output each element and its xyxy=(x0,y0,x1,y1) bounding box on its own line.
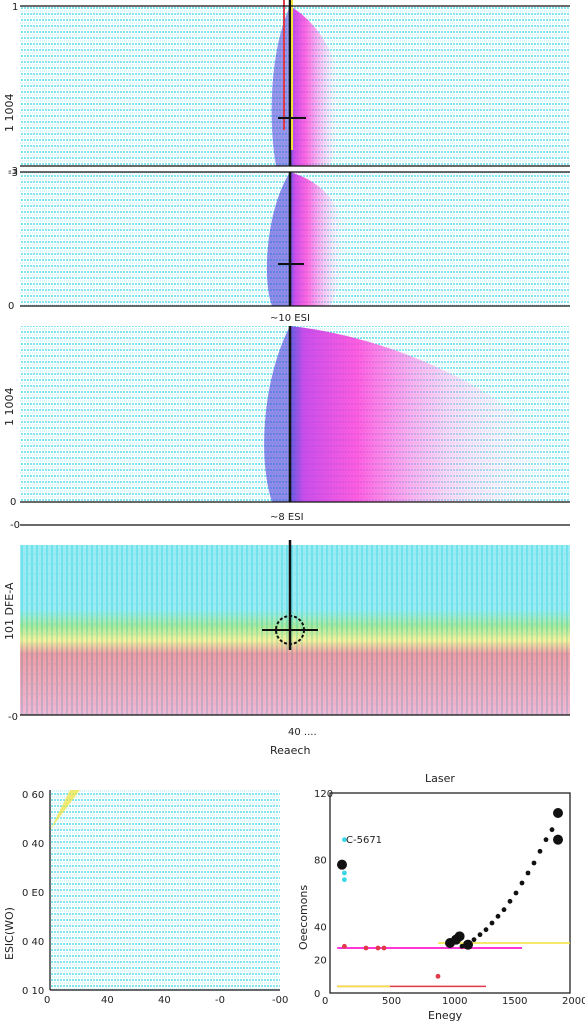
scatter-points xyxy=(337,808,563,979)
panel-5-yticks: 0 60 0 40 0 E0 0 40 0 10 xyxy=(22,790,44,997)
scatter-highlight-black xyxy=(553,834,563,845)
panel-4: -0 -0 101 DFE-A 40 .... Reaech xyxy=(3,520,570,757)
panel-3-edge xyxy=(264,326,290,502)
panel-4-ytick-0: -0 xyxy=(10,520,20,531)
scatter-xtick: 0 xyxy=(322,996,328,1007)
panel-2-ytick-0: -3 xyxy=(8,168,18,179)
panel-2-edge xyxy=(266,172,290,306)
panel-2-ytick-1: 0 xyxy=(8,301,14,312)
scatter-highlight-black xyxy=(454,931,465,942)
scatter-xticks: 0 500 1000 1500 2000 xyxy=(322,996,585,1007)
scatter-point-black xyxy=(489,920,495,926)
scatter-point-black xyxy=(513,890,519,896)
panel-5-ytick: 0 60 xyxy=(22,790,44,801)
scatter-point-cyan xyxy=(342,870,347,876)
scatter-xtick: 1500 xyxy=(502,996,527,1007)
scatter-highlight-black xyxy=(337,859,347,870)
scatter-highlight-black xyxy=(463,939,473,950)
scatter-point-black xyxy=(495,913,501,919)
panel-5-corner xyxy=(50,790,80,830)
panel-1-ytick-0: 1 xyxy=(12,2,18,13)
panel-5-xtick: 0 xyxy=(44,995,50,1006)
scatter-point-black xyxy=(519,880,525,886)
panel-5-ylabel: ESIC(WO) xyxy=(3,907,16,960)
panel-4-ylabel: 101 DFE-A xyxy=(3,582,16,640)
scatter-point-red xyxy=(435,973,441,979)
scatter-ytick: 40 xyxy=(314,922,327,933)
panel-4-xtick: 40 .... xyxy=(288,727,317,738)
scatter-ytick: 80 xyxy=(314,856,327,867)
scatter-ytick: 20 xyxy=(314,956,327,967)
scatter-ytick: 0 xyxy=(314,989,320,1000)
scatter-point-black xyxy=(531,860,537,866)
scatter-point-black xyxy=(483,927,489,933)
scatter-plot-area xyxy=(329,792,571,994)
panel-5-ytick: 0 40 xyxy=(22,937,44,948)
panel-5-band xyxy=(50,790,280,990)
panel-3-ytick-0: 0 xyxy=(10,497,16,508)
panel-5-xtick: -0 xyxy=(215,995,225,1006)
scatter-point-cyan xyxy=(342,877,347,883)
panel-5: 0 60 0 40 0 E0 0 40 0 10 0 40 40 -0 -00 ESIC(WO) xyxy=(3,790,288,1006)
panel-3-plume xyxy=(290,326,560,502)
panel-4-xlabel: Reaech xyxy=(270,744,310,757)
panel-5-xtick: -00 xyxy=(272,995,288,1006)
scatter-point-red xyxy=(363,945,369,951)
panel-1-ylabel: 1 1004 xyxy=(3,94,16,133)
scatter-point-red xyxy=(342,943,347,949)
panel-5-ytick: 0 40 xyxy=(22,839,44,850)
panel-1: 1 -3 1 1004 xyxy=(3,0,570,177)
scatter-point-black xyxy=(549,827,555,833)
scatter-point-black xyxy=(543,837,549,843)
panel-1-ytick-1: -3 xyxy=(8,166,18,177)
panel-2-annotation: ~10 ESI xyxy=(270,313,310,324)
scatter-ylabel: Oeecomons xyxy=(297,885,310,950)
scatter-point-black xyxy=(537,848,543,854)
scatter-xlabel: Enegy xyxy=(428,1009,463,1022)
scatter-point-black xyxy=(471,937,477,943)
scatter-highlight-black xyxy=(553,808,563,818)
scatter-point-black xyxy=(477,932,483,938)
scatter-yticks: 0 20 40 80 120 xyxy=(314,789,333,1000)
panel-5-ytick: 0 E0 xyxy=(22,888,44,899)
panel-4-ytick-1: -0 xyxy=(8,712,18,723)
panel-1-plume xyxy=(290,6,343,166)
panel-2-plume xyxy=(290,172,347,306)
scatter-xtick: 1000 xyxy=(442,996,467,1007)
scatter-annotation: C-5671 xyxy=(346,835,382,846)
panel-3: 0 1 1004 ~8 ESI xyxy=(3,326,570,523)
panel-1-edge xyxy=(271,6,290,166)
scatter-point-black xyxy=(501,907,507,913)
scatter-title: Laser xyxy=(425,772,455,785)
scatter-point-black xyxy=(525,870,531,876)
scatter-xtick: 2000 xyxy=(562,996,585,1007)
scatter-point-red xyxy=(381,945,387,951)
panel-3-ylabel: 1 1004 xyxy=(3,388,16,427)
scatter-xtick: 500 xyxy=(382,996,401,1007)
panel-5-xtick: 40 xyxy=(101,995,114,1006)
panel-2: -3 0 ~10 ESI xyxy=(8,168,570,324)
panel-5-xtick: 40 xyxy=(158,995,171,1006)
scatter-point-red xyxy=(375,945,381,951)
scatter-point-black xyxy=(507,898,513,904)
scatter-ytick: 120 xyxy=(314,789,333,800)
scatter-chart: Laser 0 20 40 80 120 0 500 1000 1500 2000 C-5671… xyxy=(297,772,585,1022)
panel-3-annotation: ~8 ESI xyxy=(270,512,304,523)
scatter-point-cyan xyxy=(342,837,347,843)
panel-5-xticks: 0 40 40 -0 -00 xyxy=(44,995,288,1006)
panel-5-ytick: 0 10 xyxy=(22,986,44,997)
